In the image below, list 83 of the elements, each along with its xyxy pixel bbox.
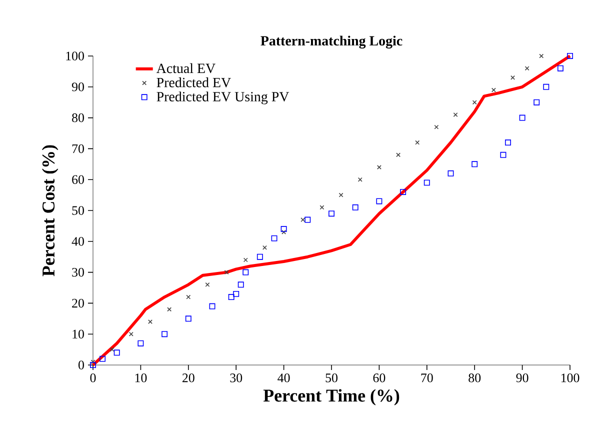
- point: [114, 350, 120, 356]
- point: [328, 210, 334, 217]
- y-tick-label: 60: [72, 175, 84, 184]
- point: [280, 226, 287, 232]
- y-axis-title: Percent Cost (%): [42, 145, 58, 276]
- point: [500, 152, 506, 158]
- point: [282, 230, 286, 234]
- point: [338, 192, 344, 198]
- point: [304, 216, 311, 223]
- point: [167, 307, 172, 312]
- x-tick-label: 30: [230, 374, 242, 382]
- y-tick-label: 70: [72, 144, 84, 154]
- point: [138, 340, 144, 346]
- point: [539, 54, 544, 58]
- point: [243, 258, 248, 262]
- x-axis-title: Percent Time (%): [263, 389, 400, 406]
- x-tick-label: 20: [182, 374, 194, 382]
- x-tick-label: 80: [468, 374, 481, 382]
- point: [557, 65, 564, 72]
- point: [320, 205, 324, 210]
- point: [300, 218, 306, 222]
- point: [90, 360, 96, 364]
- point: [262, 245, 267, 250]
- point: [524, 66, 530, 71]
- point: [352, 204, 358, 210]
- y-tick-label: 0: [78, 360, 84, 370]
- legend-label: Actual EV: [156, 63, 216, 74]
- point: [510, 75, 515, 80]
- legend-label: Predicted EV Using PV: [156, 92, 290, 104]
- line-series: [92, 54, 572, 366]
- x-tick-label: 50: [326, 374, 338, 382]
- point: [376, 198, 382, 204]
- point: [472, 161, 478, 168]
- x-tick-label: 0: [90, 374, 96, 382]
- y-tick-label: 40: [72, 237, 84, 246]
- point: [448, 170, 454, 176]
- point: [90, 362, 96, 368]
- x-tick-label: 60: [373, 374, 386, 382]
- y-tick-label: 100: [66, 52, 84, 60]
- x-tick-label: 90: [516, 374, 528, 382]
- point: [233, 290, 240, 297]
- point: [543, 84, 550, 90]
- y-tick-label: 30: [72, 268, 84, 277]
- point: [567, 53, 573, 59]
- point: [453, 112, 458, 117]
- chart-title: Pattern-matching Logic: [260, 36, 402, 48]
- point: [205, 282, 210, 287]
- x-tick-label: 10: [135, 374, 147, 382]
- point: [228, 294, 234, 300]
- point: [242, 269, 249, 276]
- x-tick-label: 100: [561, 374, 580, 382]
- point: [434, 124, 439, 130]
- point: [424, 180, 430, 186]
- point: [271, 235, 278, 242]
- point: [396, 152, 401, 158]
- point: [376, 165, 382, 170]
- point: [534, 99, 540, 106]
- point: [415, 140, 420, 145]
- y-tick-label: 90: [72, 82, 84, 92]
- y-tick-label: 20: [72, 298, 84, 308]
- legend-label: Predicted EV: [156, 77, 231, 88]
- point: [162, 331, 168, 338]
- x-tick-label: 40: [278, 374, 290, 382]
- point: [128, 332, 134, 336]
- point: [519, 114, 526, 121]
- y-tick-label: 80: [72, 113, 84, 122]
- point: [472, 100, 477, 105]
- point: [224, 270, 229, 275]
- y-tick-label: 10: [72, 330, 84, 338]
- point: [100, 356, 106, 362]
- point: [185, 316, 192, 322]
- point: [148, 320, 152, 324]
- x-tick-label: 70: [421, 374, 433, 382]
- point: [505, 140, 511, 146]
- point: [238, 282, 244, 288]
- y-tick-label: 50: [72, 206, 84, 215]
- point: [491, 88, 496, 92]
- point: [400, 188, 406, 195]
- point: [110, 347, 114, 352]
- point: [358, 177, 362, 182]
- point: [186, 294, 191, 300]
- point: [209, 303, 216, 310]
- point: [256, 254, 263, 260]
